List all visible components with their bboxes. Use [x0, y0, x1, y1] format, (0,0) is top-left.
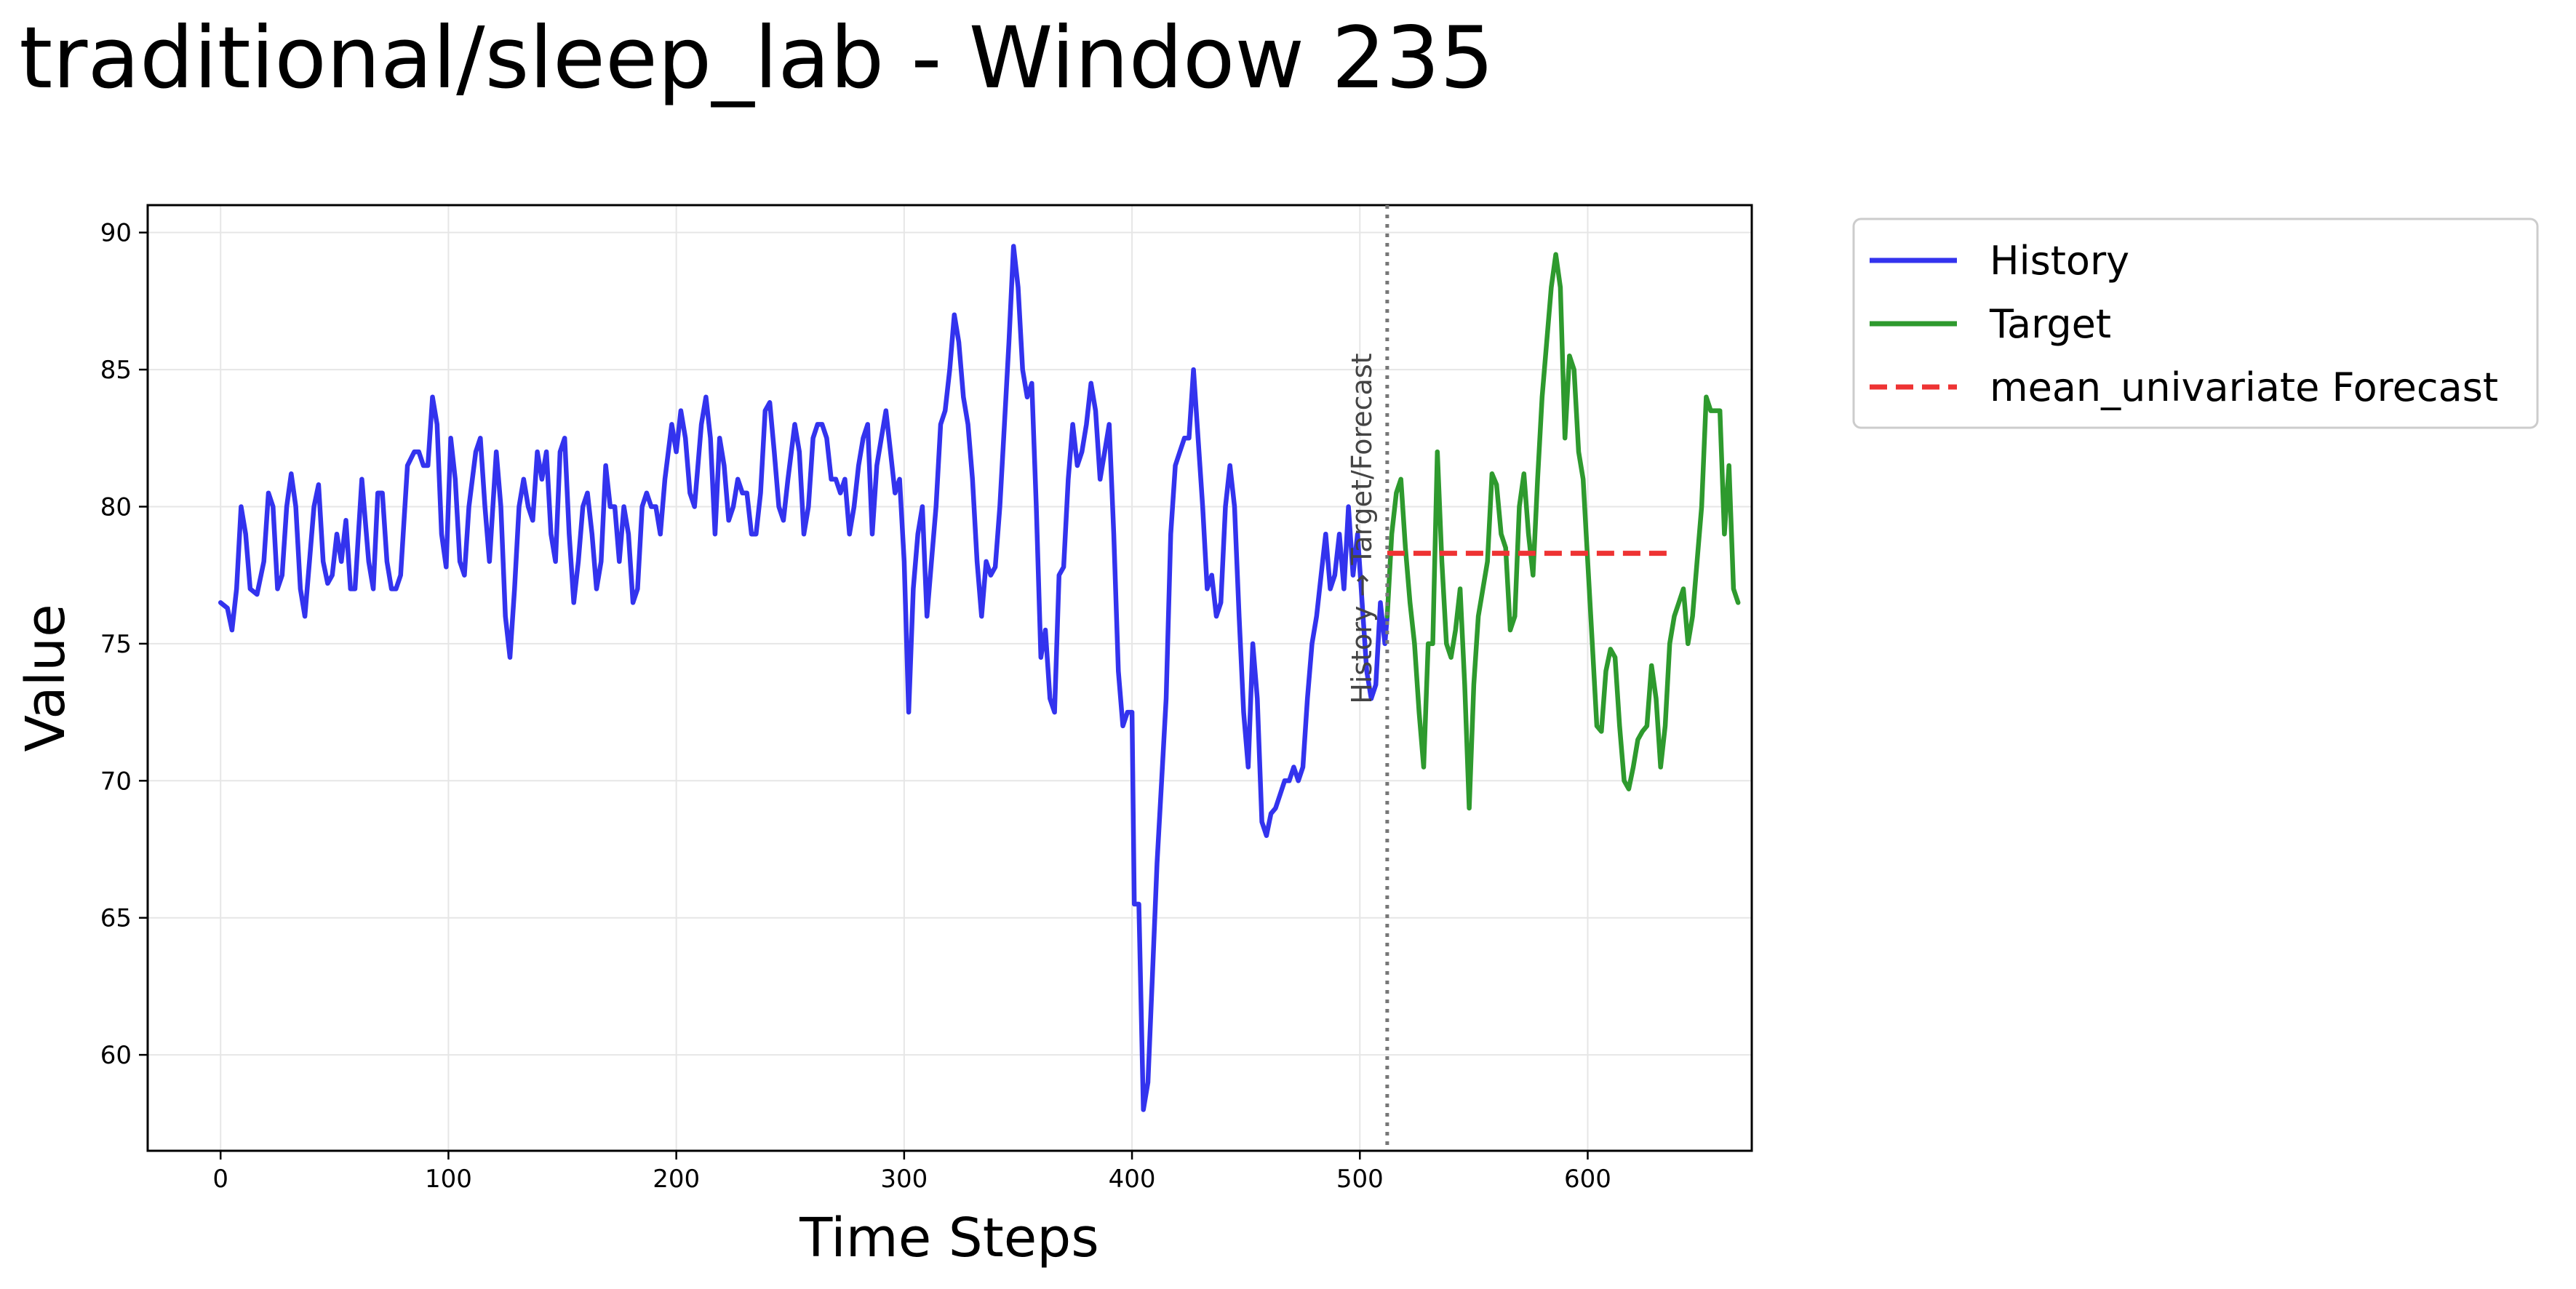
y-tick-label: 65: [100, 904, 132, 933]
y-tick-label: 60: [100, 1041, 132, 1070]
legend-box: [1852, 218, 2539, 429]
legend-label-history: History: [1990, 238, 2129, 284]
split-annotation: History → Target/Forecast: [1346, 353, 1378, 703]
y-tick-label: 90: [100, 219, 132, 248]
x-tick-label: 100: [425, 1165, 472, 1194]
x-tick-label: 500: [1336, 1165, 1384, 1194]
series-line-target: [1384, 252, 1741, 811]
x-axis-label: Time Steps: [799, 1207, 1099, 1269]
y-tick-label: 85: [100, 356, 132, 385]
x-tick-label: 600: [1564, 1165, 1611, 1194]
axis-ticks: 0 100 200 300 400 500 600 60 65 70 75 80 85 90: [100, 219, 1611, 1194]
plot-area: [146, 204, 1753, 1152]
x-tick-label: 0: [212, 1165, 228, 1194]
legend: History Target mean_univariate Forecast: [1852, 218, 2539, 429]
x-tick-label: 400: [1109, 1165, 1156, 1194]
series-layer: [218, 244, 1741, 1112]
x-tick-label: 300: [880, 1165, 928, 1194]
chart-title: traditional/sleep_lab - Window 235: [19, 8, 1494, 108]
y-tick-label: 75: [100, 630, 132, 659]
y-tick-label: 80: [100, 492, 132, 522]
legend-label-target: Target: [1989, 301, 2111, 347]
legend-label-forecast: mean_univariate Forecast: [1990, 364, 2498, 410]
x-tick-label: 200: [653, 1165, 700, 1194]
y-tick-label: 70: [100, 767, 132, 796]
series-line-history: [218, 244, 1390, 1112]
y-axis-label: Value: [15, 604, 77, 751]
